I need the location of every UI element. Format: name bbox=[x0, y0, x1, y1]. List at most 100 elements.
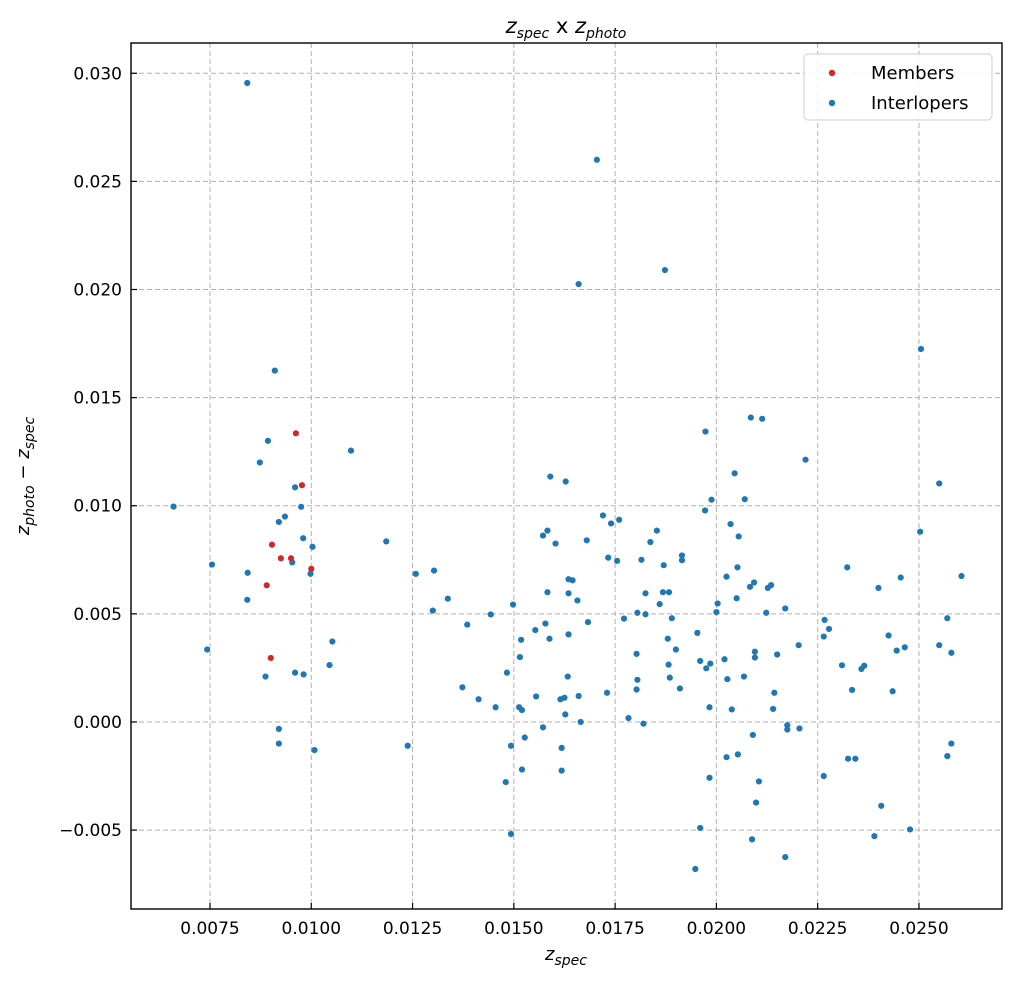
point-interlopers bbox=[647, 538, 654, 546]
point-interlopers bbox=[731, 470, 738, 477]
x-tick-label: 0.0250 bbox=[889, 919, 948, 939]
point-interlopers bbox=[625, 714, 632, 722]
point-interlopers bbox=[204, 646, 211, 653]
point-interlopers bbox=[326, 661, 333, 669]
point-interlopers bbox=[518, 636, 525, 643]
point-interlopers bbox=[694, 629, 701, 636]
point-interlopers bbox=[300, 671, 307, 678]
point-interlopers bbox=[444, 595, 451, 602]
point-interlopers bbox=[665, 589, 673, 596]
point-interlopers bbox=[583, 537, 590, 544]
y-tick-label: 0.000 bbox=[73, 713, 122, 733]
point-interlopers bbox=[702, 428, 709, 435]
point-interlopers bbox=[633, 686, 640, 693]
point-interlopers bbox=[723, 754, 730, 761]
point-members bbox=[277, 555, 284, 562]
point-members bbox=[267, 654, 274, 662]
point-interlopers bbox=[796, 725, 803, 732]
point-interlopers bbox=[802, 456, 809, 463]
point-interlopers bbox=[487, 611, 494, 618]
point-interlopers bbox=[672, 646, 679, 653]
point-interlopers bbox=[728, 706, 735, 713]
point-interlopers bbox=[795, 642, 802, 649]
point-interlopers bbox=[885, 632, 892, 639]
point-interlopers bbox=[844, 564, 851, 571]
point-interlopers bbox=[642, 590, 649, 597]
point-interlopers bbox=[634, 676, 641, 683]
point-interlopers bbox=[948, 740, 955, 747]
point-interlopers bbox=[464, 621, 471, 628]
point-interlopers bbox=[620, 615, 628, 622]
y-axis-label: zphoto − zspec bbox=[13, 417, 38, 537]
point-interlopers bbox=[727, 521, 734, 528]
point-interlopers bbox=[751, 648, 758, 655]
point-interlopers bbox=[706, 704, 713, 711]
point-interlopers bbox=[546, 635, 553, 642]
point-interlopers bbox=[429, 607, 436, 614]
point-interlopers bbox=[750, 579, 758, 586]
point-interlopers bbox=[412, 570, 419, 577]
point-interlopers bbox=[747, 414, 754, 421]
point-interlopers bbox=[275, 740, 282, 747]
x-tick-label: 0.0175 bbox=[585, 919, 644, 939]
point-interlopers bbox=[958, 572, 965, 580]
point-interlopers bbox=[825, 625, 833, 633]
point-interlopers bbox=[660, 562, 667, 569]
point-interlopers bbox=[782, 854, 789, 861]
point-interlopers bbox=[701, 507, 709, 514]
point-interlopers bbox=[936, 642, 943, 649]
point-interlopers bbox=[256, 459, 263, 466]
point-interlopers bbox=[208, 561, 216, 568]
point-interlopers bbox=[734, 751, 741, 758]
point-interlopers bbox=[871, 833, 878, 840]
x-axis-label: zspec bbox=[544, 944, 587, 969]
point-interlopers bbox=[300, 535, 307, 542]
point-interlopers bbox=[532, 626, 539, 634]
point-interlopers bbox=[614, 557, 621, 564]
point-interlopers bbox=[721, 656, 728, 663]
x-tick-label: 0.0100 bbox=[282, 919, 341, 939]
point-interlopers bbox=[599, 512, 607, 519]
point-interlopers bbox=[917, 345, 925, 353]
point-interlopers bbox=[944, 615, 951, 622]
legend: Members Interlopers bbox=[803, 53, 993, 121]
point-interlopers bbox=[430, 567, 438, 574]
point-interlopers bbox=[262, 673, 269, 680]
y-tick-label: 0.010 bbox=[73, 497, 122, 517]
point-interlopers bbox=[706, 774, 713, 781]
point-interlopers bbox=[944, 753, 951, 760]
point-interlopers bbox=[264, 437, 272, 444]
point-interlopers bbox=[547, 473, 554, 480]
y-tick-label: 0.020 bbox=[73, 281, 122, 301]
point-interlopers bbox=[820, 772, 827, 780]
point-interlopers bbox=[861, 662, 868, 669]
x-tick-label: 0.0225 bbox=[788, 919, 847, 939]
point-interlopers bbox=[901, 644, 908, 651]
legend-box bbox=[803, 53, 993, 121]
point-interlopers bbox=[713, 609, 720, 616]
point-interlopers bbox=[759, 415, 766, 422]
point-interlopers bbox=[605, 554, 612, 561]
point-interlopers bbox=[770, 705, 777, 713]
point-interlopers bbox=[565, 590, 572, 597]
point-interlopers bbox=[607, 520, 615, 527]
point-interlopers bbox=[751, 654, 758, 661]
point-interlopers bbox=[741, 496, 748, 503]
point-interlopers bbox=[893, 647, 900, 654]
point-interlopers bbox=[749, 731, 756, 739]
point-interlopers bbox=[516, 653, 524, 661]
point-interlopers bbox=[507, 742, 515, 749]
point-interlopers bbox=[752, 799, 760, 806]
x-tick-label: 0.0125 bbox=[383, 919, 442, 939]
point-interlopers bbox=[746, 583, 754, 590]
point-interlopers bbox=[697, 824, 704, 832]
grid bbox=[131, 43, 1002, 909]
point-interlopers bbox=[298, 503, 305, 510]
point-interlopers bbox=[569, 577, 576, 584]
point-interlopers bbox=[383, 538, 390, 545]
point-interlopers bbox=[633, 650, 640, 657]
point-interlopers bbox=[697, 657, 704, 665]
y-tick-label: −0.005 bbox=[59, 821, 122, 841]
point-interlopers bbox=[475, 696, 482, 703]
point-interlopers bbox=[723, 573, 730, 580]
